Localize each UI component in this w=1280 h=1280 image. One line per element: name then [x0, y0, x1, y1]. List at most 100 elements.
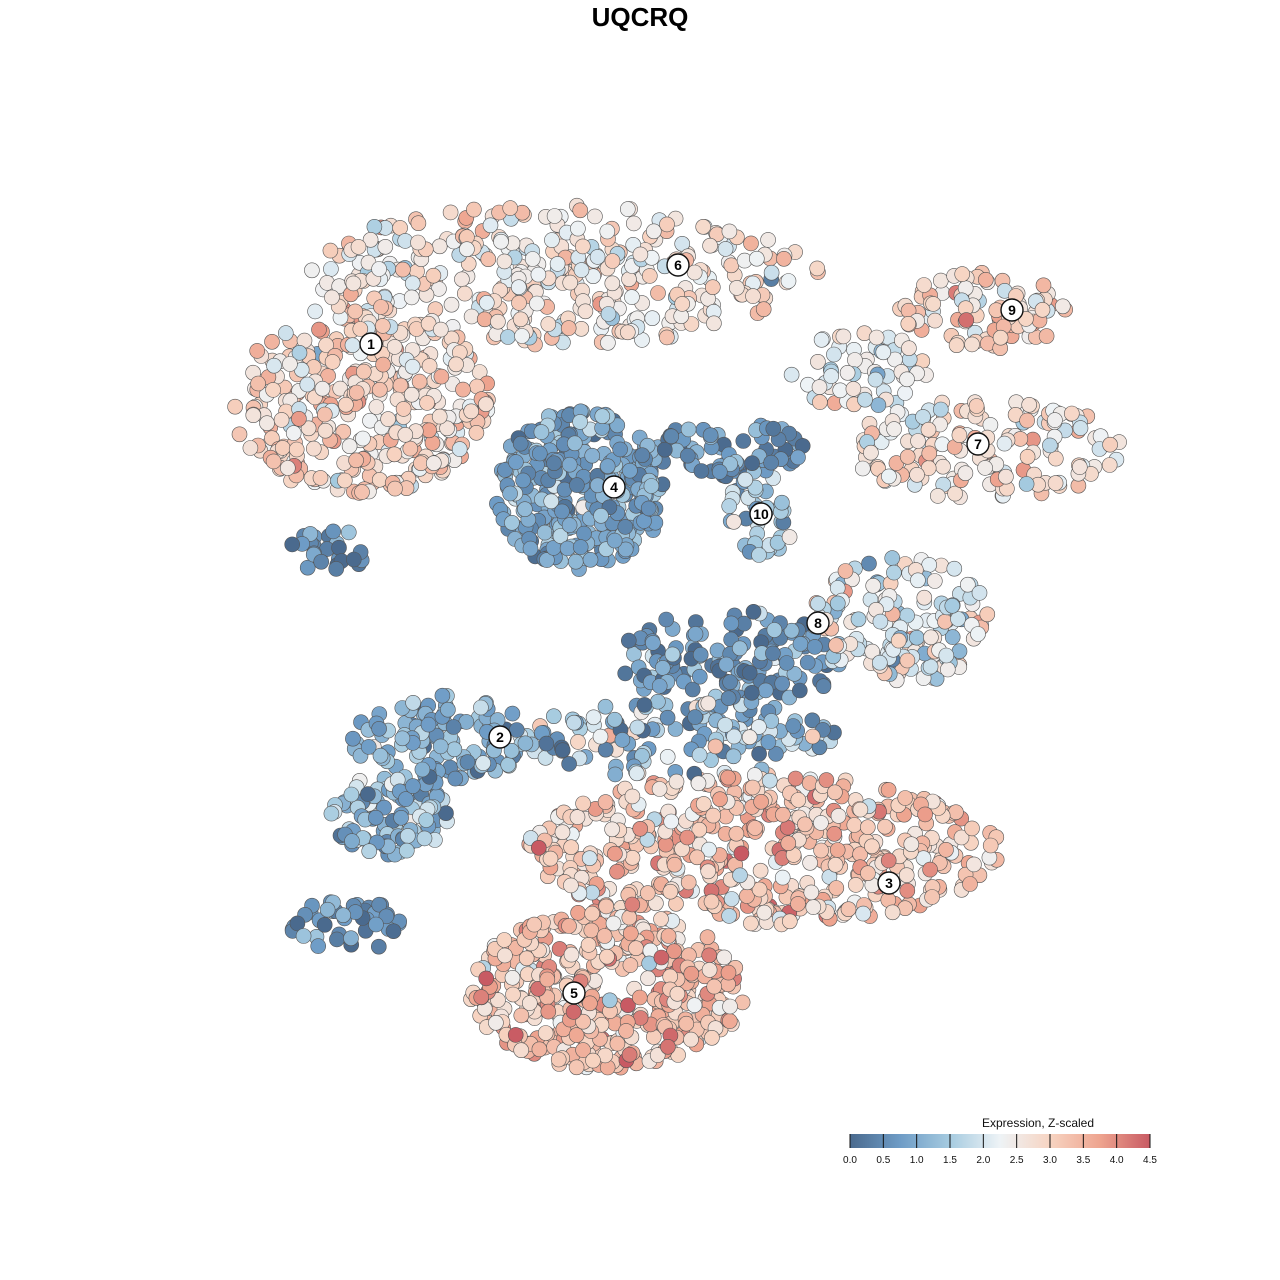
scatter-point [540, 316, 557, 332]
scatter-point [570, 734, 586, 750]
scatter-point [756, 904, 773, 921]
scatter-point [924, 889, 940, 905]
scatter-point [312, 470, 329, 486]
scatter-point [797, 816, 813, 833]
scatter-point [992, 329, 1009, 346]
scatter-point [502, 200, 519, 216]
scatter-point [846, 817, 863, 833]
scatter-point [944, 629, 961, 645]
scatter-point [706, 978, 723, 995]
scatter-point [704, 279, 721, 296]
scatter-point [598, 898, 615, 915]
scatter-point [835, 328, 852, 345]
scatter-point [575, 795, 591, 812]
scatter-point [329, 931, 345, 948]
scatter-point [826, 825, 843, 842]
scatter-point [722, 998, 738, 1015]
scatter-point [478, 294, 495, 311]
scatter-point [345, 730, 361, 747]
scatter-point [944, 597, 961, 614]
scatter-point [589, 249, 606, 265]
scatter-point [568, 1059, 585, 1076]
scatter-point [468, 424, 485, 441]
scatter-point [475, 755, 492, 771]
scatter-point [868, 329, 885, 346]
scatter-point [285, 425, 302, 441]
scatter-point [621, 271, 637, 288]
scatter-point [721, 1013, 738, 1029]
scatter-point [612, 441, 628, 458]
scatter-point [810, 353, 826, 370]
scatter-point [546, 208, 563, 224]
scatter-point [459, 754, 476, 770]
scatter-point [875, 344, 892, 361]
scatter-point [901, 340, 917, 357]
scatter-point [679, 447, 696, 464]
scatter-point [299, 376, 316, 393]
scatter-point [792, 636, 809, 652]
scatter-point [421, 358, 438, 374]
scatter-point [573, 262, 590, 278]
scatter-point [1055, 298, 1071, 315]
scatter-point [619, 201, 636, 217]
scatter-point [546, 455, 562, 472]
scatter-point [583, 922, 600, 939]
cluster-label-text: 8 [814, 615, 822, 631]
scatter-point [768, 746, 784, 762]
scatter-point [916, 277, 932, 293]
scatter-point [420, 716, 437, 733]
scatter-point [440, 701, 456, 718]
scatter-point [599, 223, 616, 240]
scatter-point [651, 678, 668, 694]
scatter-point [910, 433, 926, 449]
scatter-point [625, 215, 642, 232]
scatter-point [331, 539, 347, 556]
scatter-point [678, 1015, 695, 1032]
scatter-point [227, 398, 243, 415]
scatter-point [922, 861, 938, 878]
scatter-point [966, 856, 982, 873]
scatter-point [659, 748, 676, 765]
scatter-point [948, 337, 965, 354]
scatter-point [760, 734, 777, 750]
scatter-point [447, 770, 464, 787]
scatter-point [418, 812, 435, 828]
scatter-point [593, 507, 609, 524]
scatter-point [667, 721, 684, 737]
scatter-point [354, 484, 370, 500]
scatter-point [432, 321, 449, 338]
scatter-point [584, 905, 600, 922]
scatter-point [763, 454, 779, 471]
scatter-point [1072, 420, 1089, 436]
scatter-point [344, 337, 361, 354]
scatter-point [809, 260, 826, 277]
scatter-point [937, 613, 953, 630]
scatter-point [725, 513, 742, 530]
scatter-point [753, 793, 769, 810]
scatter-point [614, 732, 631, 748]
scatter-point [939, 661, 956, 678]
cluster-label-text: 6 [674, 257, 682, 273]
cluster-label-text: 3 [885, 875, 893, 891]
scatter-point [569, 809, 586, 825]
scatter-point [368, 916, 384, 933]
scatter-point [360, 739, 377, 755]
scatter-point [561, 517, 578, 533]
scatter-point [335, 423, 352, 440]
scatter-point [669, 985, 686, 1002]
scatter-point [631, 989, 648, 1006]
scatter-point [348, 452, 364, 469]
scatter-point [701, 947, 718, 964]
scatter-point [954, 266, 971, 282]
scatter-point [776, 250, 792, 267]
scatter-point [909, 466, 925, 483]
scatter-point [395, 261, 411, 278]
scatter-point [597, 741, 614, 758]
scatter-point [511, 295, 527, 311]
scatter-point [884, 550, 901, 566]
scatter-point [565, 1004, 582, 1020]
scatter-point [813, 815, 829, 831]
scatter-point [572, 539, 589, 555]
scatter-point [852, 801, 869, 818]
scatter-point [1021, 396, 1037, 413]
